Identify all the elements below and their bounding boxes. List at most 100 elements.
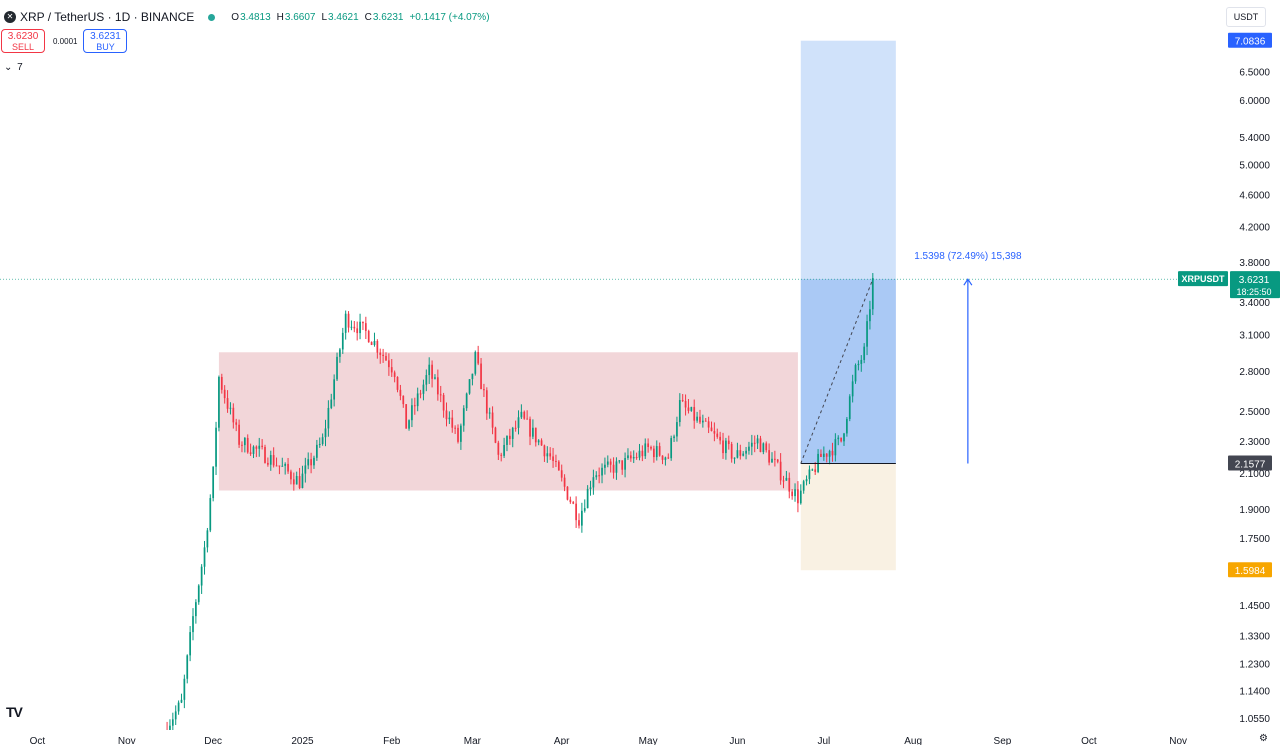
candle-body xyxy=(555,460,557,462)
x-tick-label: 2025 xyxy=(291,736,314,745)
candle-body xyxy=(313,457,315,466)
candle-body xyxy=(480,363,482,390)
y-tick-label: 1.2300 xyxy=(1239,659,1270,670)
price-badge-label: 7.0836 xyxy=(1235,37,1266,48)
candle-body xyxy=(615,461,618,473)
high-value: 3.6607 xyxy=(284,11,316,23)
candle-body xyxy=(690,407,693,411)
candle-body xyxy=(673,436,675,439)
candle-body xyxy=(788,477,791,492)
candle-body xyxy=(428,364,431,376)
candle-body xyxy=(295,476,298,485)
candle-body xyxy=(321,437,324,444)
low-value: 3.4621 xyxy=(328,11,359,23)
candle-body xyxy=(310,459,312,466)
sell-button[interactable]: 3.6230 SELL xyxy=(1,29,45,53)
candle-body xyxy=(362,321,364,324)
y-tick-label: 1.1400 xyxy=(1239,686,1270,697)
candle-body xyxy=(298,476,301,489)
candle-body xyxy=(526,418,529,420)
candle-body xyxy=(730,444,733,459)
candle-body xyxy=(382,354,384,356)
candle-body xyxy=(500,454,503,456)
candle-body xyxy=(581,510,583,526)
candle-body xyxy=(425,375,428,385)
price-badge xyxy=(1228,32,1272,48)
candle-body xyxy=(324,428,327,438)
candle-body xyxy=(292,479,295,485)
candle-body xyxy=(658,446,661,456)
y-tick-label: 5.4000 xyxy=(1239,133,1270,144)
y-tick-label: 1.9000 xyxy=(1239,505,1270,516)
candle-body xyxy=(699,416,701,423)
candle-body xyxy=(457,427,459,442)
candle-body xyxy=(586,488,589,509)
candle-body xyxy=(195,602,197,617)
candle-body xyxy=(422,384,425,394)
candle-body xyxy=(454,427,456,429)
candle-body xyxy=(232,407,235,423)
currency-selector[interactable]: USDT xyxy=(1226,7,1266,27)
candle-body xyxy=(393,372,396,377)
candle-body xyxy=(866,321,868,347)
candle-body xyxy=(189,632,191,656)
low-label: L xyxy=(321,11,328,23)
x-tick-label: Mar xyxy=(464,736,482,745)
candle-body xyxy=(315,444,318,458)
candle-body xyxy=(174,711,177,720)
candle-body xyxy=(287,463,289,472)
candle-body xyxy=(632,456,635,459)
candle-body xyxy=(192,616,194,633)
candle-body xyxy=(843,433,845,442)
trade-panel: 3.6230 SELL 0.0001 3.6231 BUY xyxy=(1,29,128,53)
candle-body xyxy=(854,365,857,382)
candle-body xyxy=(569,499,572,503)
x-tick-label: Apr xyxy=(554,736,570,745)
candle-body xyxy=(750,442,753,447)
candle-body xyxy=(727,440,730,445)
candles-layer xyxy=(166,273,874,739)
candle-body xyxy=(552,456,554,461)
candle-body xyxy=(341,332,344,350)
buy-button[interactable]: 3.6231 BUY xyxy=(83,29,128,53)
candle-body xyxy=(820,453,822,457)
candle-body xyxy=(186,655,189,679)
tradingview-logo-icon[interactable]: TV xyxy=(6,704,23,720)
candle-body xyxy=(828,450,831,457)
gear-icon[interactable]: ⚙ xyxy=(1259,733,1268,744)
candle-body xyxy=(627,455,629,459)
x-tick-label: Jul xyxy=(817,736,830,745)
candle-body xyxy=(794,489,796,497)
candle-body xyxy=(837,437,840,440)
candle-body xyxy=(272,455,275,466)
candle-body xyxy=(650,447,652,449)
candle-body xyxy=(667,457,670,459)
indicators-toggle[interactable]: ⌄ 7 xyxy=(1,61,23,75)
candle-body xyxy=(434,377,436,379)
candle-body xyxy=(779,461,782,481)
candle-body xyxy=(704,420,707,422)
candle-body xyxy=(413,405,416,407)
candle-body xyxy=(333,379,336,400)
candle-body xyxy=(578,520,580,526)
candle-body xyxy=(759,438,762,453)
symbol-badge xyxy=(1178,271,1228,287)
candle-body xyxy=(431,364,433,379)
candle-body xyxy=(503,444,505,456)
market-status-icon xyxy=(208,13,216,21)
candle-body xyxy=(563,477,566,487)
symbol-badge-label: XRPUSDT xyxy=(1181,274,1225,284)
candle-body xyxy=(736,450,739,458)
y-tick-label: 2.1000 xyxy=(1239,469,1270,480)
symbol-title[interactable]: XRP / TetherUS · 1D · BINANCE xyxy=(20,10,195,24)
price-badge-label: 2.1577 xyxy=(1235,460,1266,471)
candle-body xyxy=(765,443,768,451)
candle-body xyxy=(290,471,292,480)
stop-zone xyxy=(800,463,896,571)
candle-body xyxy=(506,435,508,445)
candle-body xyxy=(774,458,776,460)
candle-body xyxy=(344,313,347,333)
candle-body xyxy=(416,393,419,407)
candle-body xyxy=(589,487,592,489)
